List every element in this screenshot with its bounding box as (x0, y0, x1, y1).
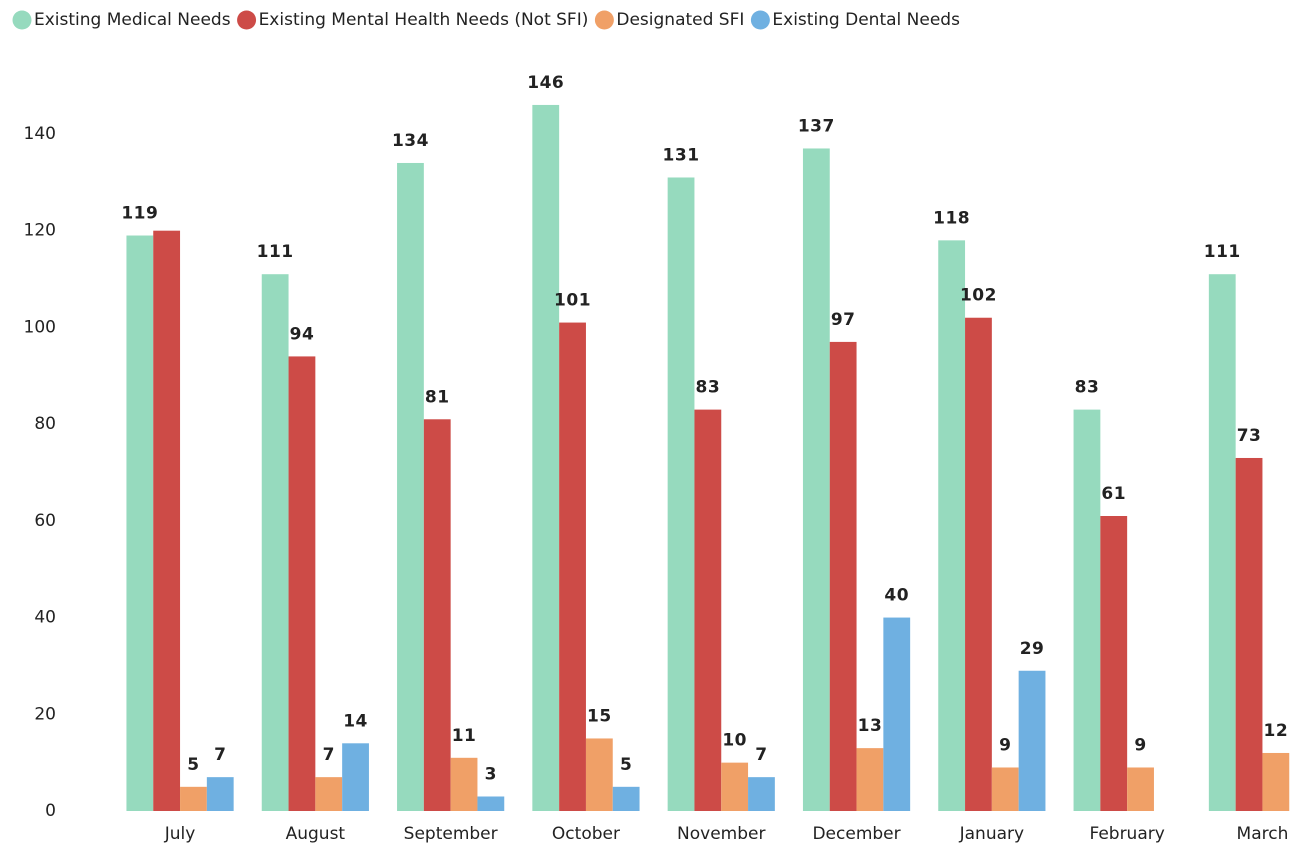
data-label: 134 (392, 131, 429, 151)
bar (180, 786, 207, 811)
data-label: 9 (999, 735, 1011, 755)
legend-marker (237, 10, 257, 30)
bar (721, 762, 749, 811)
bar (288, 356, 316, 811)
bar (1100, 516, 1128, 811)
bar (261, 274, 289, 812)
data-label: 10 (722, 731, 747, 751)
bar (991, 767, 1019, 811)
data-label: 94 (290, 324, 315, 344)
data-label: 3 (485, 764, 497, 784)
bar (1127, 767, 1154, 811)
y-tick-label: 80 (34, 414, 56, 434)
bar (883, 617, 911, 811)
x-tick-label: March (1237, 824, 1289, 844)
data-label: 12 (1264, 721, 1289, 741)
bar (206, 777, 234, 811)
bar (1018, 670, 1046, 811)
data-label: 7 (323, 745, 335, 765)
legend-label: Designated SFI (616, 10, 744, 30)
data-label: 97 (831, 310, 856, 330)
data-label: 137 (798, 116, 835, 136)
data-label: 5 (187, 755, 199, 775)
data-label: 83 (1075, 378, 1100, 398)
data-label: 146 (527, 73, 564, 93)
x-tick-label: January (959, 824, 1024, 844)
bar (397, 162, 424, 811)
y-tick-label: 120 (24, 221, 56, 241)
data-label: 102 (960, 286, 997, 306)
bar (802, 148, 830, 811)
y-tick-label: 20 (34, 704, 56, 724)
legend-marker (12, 10, 32, 30)
data-label: 9 (1134, 735, 1146, 755)
bar (965, 317, 992, 811)
x-tick-label: August (286, 824, 346, 844)
bar (612, 786, 640, 811)
legend-label: Existing Mental Health Needs (Not SFI) (259, 10, 589, 30)
bar (450, 757, 478, 811)
y-tick-label: 100 (24, 317, 56, 337)
bar (559, 322, 586, 811)
data-label: 83 (696, 378, 721, 398)
bar (126, 235, 154, 812)
bar (585, 738, 613, 811)
bar (1262, 752, 1290, 811)
legend-marker (750, 10, 770, 30)
legend-label: Existing Dental Needs (772, 10, 960, 30)
y-tick-label: 140 (24, 124, 56, 144)
bar (938, 240, 966, 812)
bar (856, 748, 884, 811)
y-tick-label: 40 (34, 608, 56, 628)
bar (1235, 457, 1263, 811)
y-tick-label: 0 (45, 801, 56, 821)
data-label: 29 (1020, 639, 1045, 659)
data-label: 15 (587, 706, 612, 726)
y-tick-label: 60 (34, 511, 56, 531)
bar (315, 777, 343, 811)
x-tick-label: December (812, 824, 900, 844)
data-label: 111 (1204, 242, 1241, 262)
bar (1073, 409, 1101, 811)
data-label: 40 (884, 586, 909, 606)
data-label: 7 (214, 745, 226, 765)
bar (694, 409, 722, 811)
data-label: 61 (1101, 484, 1126, 504)
bar (1208, 274, 1236, 812)
bar (477, 796, 505, 811)
legend-label: Existing Medical Needs (34, 10, 231, 30)
data-label: 81 (425, 387, 450, 407)
legend-marker (594, 10, 614, 30)
bar (748, 777, 775, 811)
x-tick-label: July (164, 824, 196, 844)
x-tick-label: November (677, 824, 765, 844)
data-label: 11 (452, 726, 477, 746)
data-label: 118 (933, 208, 970, 228)
bar (342, 743, 369, 811)
x-tick-label: October (552, 824, 620, 844)
data-label: 111 (257, 242, 294, 262)
data-label: 13 (858, 716, 883, 736)
x-tick-label: September (404, 824, 498, 844)
x-tick-label: February (1089, 824, 1164, 844)
data-label: 73 (1237, 426, 1262, 446)
bar (153, 230, 181, 811)
bar (829, 341, 857, 811)
bar (423, 419, 451, 811)
data-label: 7 (755, 745, 767, 765)
data-label: 14 (343, 711, 368, 731)
data-label: 5 (620, 755, 632, 775)
bar (667, 177, 695, 811)
bar (532, 104, 560, 812)
data-label: 131 (663, 145, 700, 165)
data-label: 119 (121, 204, 158, 224)
data-label: 101 (554, 291, 591, 311)
